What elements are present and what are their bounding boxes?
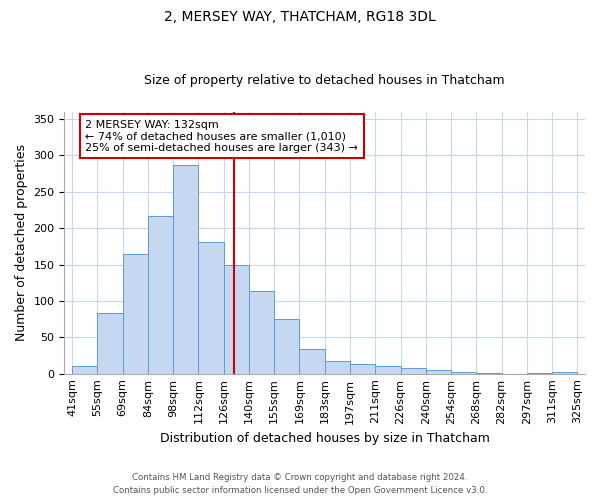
Bar xyxy=(350,364,375,374)
Bar xyxy=(72,366,97,374)
Bar xyxy=(199,242,224,374)
Bar xyxy=(97,312,122,374)
Bar xyxy=(173,165,199,374)
Text: 2 MERSEY WAY: 132sqm
← 74% of detached houses are smaller (1,010)
25% of semi-de: 2 MERSEY WAY: 132sqm ← 74% of detached h… xyxy=(85,120,358,153)
Bar xyxy=(527,373,552,374)
Bar xyxy=(426,370,451,374)
Bar xyxy=(274,319,299,374)
X-axis label: Distribution of detached houses by size in Thatcham: Distribution of detached houses by size … xyxy=(160,432,490,445)
Bar xyxy=(375,366,401,374)
Bar xyxy=(224,264,249,374)
Bar xyxy=(451,372,476,374)
Y-axis label: Number of detached properties: Number of detached properties xyxy=(15,144,28,341)
Title: Size of property relative to detached houses in Thatcham: Size of property relative to detached ho… xyxy=(145,74,505,87)
Text: 2, MERSEY WAY, THATCHAM, RG18 3DL: 2, MERSEY WAY, THATCHAM, RG18 3DL xyxy=(164,10,436,24)
Bar xyxy=(325,360,350,374)
Bar xyxy=(148,216,173,374)
Bar xyxy=(401,368,426,374)
Bar xyxy=(476,373,502,374)
Bar xyxy=(299,349,325,374)
Bar xyxy=(249,292,274,374)
Text: Contains HM Land Registry data © Crown copyright and database right 2024.
Contai: Contains HM Land Registry data © Crown c… xyxy=(113,474,487,495)
Bar xyxy=(552,372,577,374)
Bar xyxy=(122,254,148,374)
